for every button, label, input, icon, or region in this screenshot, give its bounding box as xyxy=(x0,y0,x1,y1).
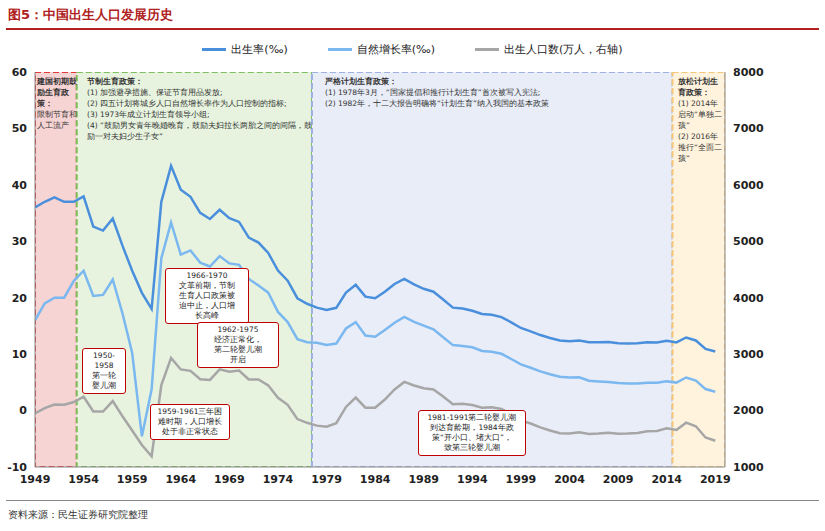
svg-text:2000: 2000 xyxy=(733,404,764,417)
html-text:(4) “鼓励男女青年晚婚晚育，鼓励夫妇拉长两胎之间的间隔，: (4) “鼓励男女青年晚婚晚育，鼓励夫妇拉长两胎之间的间隔，鼓励一对夫妇少生子女… xyxy=(87,121,312,141)
html-text:生育人口政策被: 生育人口政策被 xyxy=(179,291,235,300)
html-text:限制节育和人工流产: 限制节育和人工流产 xyxy=(37,110,77,130)
svg-text:1974: 1974 xyxy=(263,473,294,486)
html-text:长高峰: 长高峰 xyxy=(195,311,219,320)
html-text:第二轮婴儿潮: 第二轮婴儿潮 xyxy=(214,345,262,354)
html-text:1966-1970: 1966-1970 xyxy=(186,271,228,280)
svg-text:40: 40 xyxy=(12,179,28,192)
html-text:图5：中国出生人口发展历史: 图5：中国出生人口发展历史 xyxy=(8,7,173,22)
html-text:难时期，人口增长: 难时期，人口增长 xyxy=(158,417,222,426)
html-text:出生人口数(万人，右轴): 出生人口数(万人，右轴) xyxy=(504,43,623,56)
html-text:(1) 2014年启动“单独二孩”: (1) 2014年启动“单独二孩” xyxy=(678,99,722,130)
svg-text:1994: 1994 xyxy=(457,473,488,486)
svg-text:6000: 6000 xyxy=(733,179,764,192)
svg-text:60: 60 xyxy=(12,66,28,79)
svg-text:20: 20 xyxy=(12,292,28,305)
svg-text:1984: 1984 xyxy=(360,473,391,486)
svg-text:7000: 7000 xyxy=(733,122,764,135)
svg-text:1979: 1979 xyxy=(311,473,342,486)
svg-text:1969: 1969 xyxy=(214,473,245,486)
html-text:第一轮: 第一轮 xyxy=(92,371,116,380)
html-text:出生率(‰): 出生率(‰) xyxy=(231,43,288,56)
svg-text:4000: 4000 xyxy=(733,292,764,305)
html-text:到达育龄期，1984年政: 到达育龄期，1984年政 xyxy=(430,423,514,432)
svg-text:1989: 1989 xyxy=(408,473,439,486)
svg-text:1964: 1964 xyxy=(165,473,196,486)
html-text:自然增长率(‰): 自然增长率(‰) xyxy=(356,43,435,56)
html-text:(1) 加强避孕措施、保证节育用品发放;: (1) 加强避孕措施、保证节育用品发放; xyxy=(87,88,223,97)
html-text:放松计划生育政策：: 放松计划生育政策： xyxy=(678,77,718,97)
svg-text:0: 0 xyxy=(19,404,27,417)
html-text:1962-1975: 1962-1975 xyxy=(217,325,259,334)
html-text:婴儿潮: 婴儿潮 xyxy=(92,381,116,390)
svg-text:30: 30 xyxy=(12,235,28,248)
svg-text:2014: 2014 xyxy=(651,473,682,486)
html-text:1958: 1958 xyxy=(94,361,114,370)
html-text:建国初期鼓励生育政策：: 建国初期鼓励生育政策： xyxy=(37,77,77,108)
html-text:节制生育政策：: 节制生育政策： xyxy=(87,77,143,86)
svg-text:1000: 1000 xyxy=(733,461,764,474)
html-text:1950-: 1950- xyxy=(93,351,115,360)
svg-text:10: 10 xyxy=(12,348,28,361)
svg-text:2004: 2004 xyxy=(554,473,585,486)
html-text:(2) 2016年推行“全面二孩”: (2) 2016年推行“全面二孩” xyxy=(678,132,722,163)
svg-text:-10: -10 xyxy=(8,461,27,474)
html-text:资料来源：民生证券研究院整理: 资料来源：民生证券研究院整理 xyxy=(8,509,148,520)
svg-text:1999: 1999 xyxy=(506,473,537,486)
html-text:策“开小口、堵大口”，: 策“开小口、堵大口”， xyxy=(432,433,512,442)
svg-text:1954: 1954 xyxy=(68,473,99,486)
html-text:(3) 1973年成立计划生育领导小组;: (3) 1973年成立计划生育领导小组; xyxy=(87,110,210,119)
svg-text:50: 50 xyxy=(12,122,28,135)
svg-text:1959: 1959 xyxy=(117,473,148,486)
svg-text:5000: 5000 xyxy=(733,235,764,248)
html-text:(2) 1982年，十二大报告明确将“计划生育”纳入我国的基: (2) 1982年，十二大报告明确将“计划生育”纳入我国的基本政策 xyxy=(325,99,549,108)
html-text:经济正常化，: 经济正常化， xyxy=(214,335,262,344)
html-text:处于非正常状态: 处于非正常状态 xyxy=(162,427,218,436)
svg-text:1949: 1949 xyxy=(20,473,51,486)
html-text:致第三轮婴儿潮: 致第三轮婴儿潮 xyxy=(444,443,500,452)
html-text:1959-1961三年困: 1959-1961三年困 xyxy=(157,407,223,416)
svg-text:2019: 2019 xyxy=(700,473,731,486)
svg-text:2009: 2009 xyxy=(603,473,634,486)
html-text:迫中止，人口增: 迫中止，人口增 xyxy=(179,301,235,310)
html-text:严格计划生育政策：: 严格计划生育政策： xyxy=(325,77,397,86)
html-text:开启: 开启 xyxy=(230,355,246,364)
html-text:文革前期，节制: 文革前期，节制 xyxy=(179,281,235,290)
html-text:1981-1991第二轮婴儿潮: 1981-1991第二轮婴儿潮 xyxy=(427,413,517,422)
html-text:(2) 四五计划将城乡人口自然增长率作为人口控制的指标;: (2) 四五计划将城乡人口自然增长率作为人口控制的指标; xyxy=(87,99,287,108)
svg-text:3000: 3000 xyxy=(733,348,764,361)
html-text:(1) 1978年3月，“国家提倡和推行计划生育”首次被写入: (1) 1978年3月，“国家提倡和推行计划生育”首次被写入宪法; xyxy=(325,88,541,97)
svg-text:8000: 8000 xyxy=(733,66,764,79)
